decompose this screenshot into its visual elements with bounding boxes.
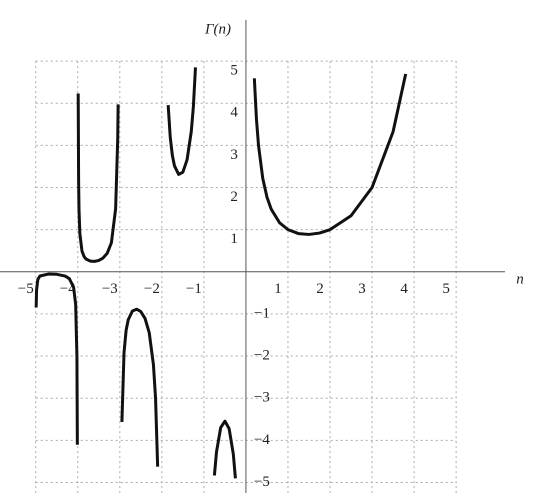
x-tick-label: −2 [144, 281, 160, 297]
x-tick-label: 5 [442, 281, 450, 297]
x-tick-label: 2 [316, 281, 324, 297]
y-tick-label: 2 [230, 189, 238, 205]
gamma-curve [34, 67, 408, 479]
axis-title-x: n [516, 271, 524, 287]
y-tick-label: −3 [254, 390, 270, 406]
axis-title-y: Γ(n) [204, 21, 231, 37]
x-tick-label: −3 [102, 281, 118, 297]
x-tick-label: −5 [18, 281, 34, 297]
y-tick-label: −2 [254, 347, 270, 363]
x-tick-label: 1 [274, 281, 282, 297]
y-tick-label: 4 [230, 105, 238, 121]
y-tick-label: −1 [254, 305, 270, 321]
y-tick-label: 3 [230, 147, 238, 163]
y-tick-label: −4 [254, 432, 270, 448]
y-tick-label: −5 [254, 474, 270, 490]
y-tick-label: 1 [230, 231, 238, 247]
x-tick-label: −1 [186, 281, 202, 297]
x-tick-label: 4 [400, 281, 408, 297]
y-tick-label: 5 [230, 63, 238, 79]
x-tick-label: 3 [358, 281, 366, 297]
